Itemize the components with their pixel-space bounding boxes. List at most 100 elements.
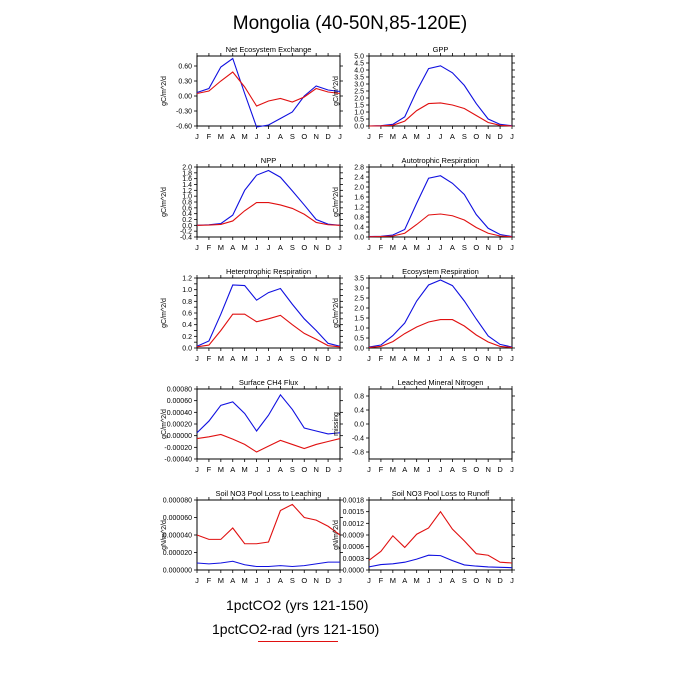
x-tick-label: A bbox=[230, 576, 235, 585]
series-line-red bbox=[368, 510, 513, 564]
x-tick-label: N bbox=[313, 465, 318, 474]
series-line-blue bbox=[368, 65, 513, 127]
x-tick-label: N bbox=[485, 354, 490, 363]
panel-title: Surface CH4 Flux bbox=[239, 378, 298, 387]
series-line-red bbox=[196, 433, 341, 453]
x-tick-label: J bbox=[255, 132, 259, 141]
y-tick-label: 5.0 bbox=[354, 54, 364, 61]
panel-title: Heterotrophic Respiration bbox=[226, 267, 311, 276]
panel-title: Ecosystem Respiration bbox=[402, 267, 479, 276]
x-tick-label: J bbox=[439, 576, 443, 585]
x-tick-label: M bbox=[390, 354, 396, 363]
y-tick-label: 2.0 bbox=[354, 185, 364, 192]
x-tick-label: M bbox=[218, 576, 224, 585]
y-axis-label: gN/m^2/d bbox=[161, 520, 168, 550]
x-tick-label: J bbox=[195, 576, 199, 585]
panel-title: GPP bbox=[433, 45, 449, 54]
x-tick-label: F bbox=[379, 243, 384, 252]
y-tick-label: 2.5 bbox=[354, 296, 364, 303]
y-tick-label: -0.2 bbox=[180, 229, 192, 236]
x-tick-label: O bbox=[301, 576, 307, 585]
y-tick-label: 0.0 bbox=[182, 346, 192, 353]
x-tick-label: M bbox=[414, 465, 420, 474]
series-line-red bbox=[196, 71, 341, 107]
x-tick-label: J bbox=[439, 354, 443, 363]
x-tick-label: M bbox=[390, 132, 396, 141]
x-tick-label: M bbox=[218, 132, 224, 141]
y-tick-label: 2.5 bbox=[354, 89, 364, 96]
plot-frame bbox=[368, 388, 513, 460]
y-tick-label: 0.000040 bbox=[163, 533, 192, 540]
x-tick-label: A bbox=[450, 465, 455, 474]
x-tick-label: M bbox=[218, 243, 224, 252]
legend-entry-1pctco2: 1pctCO2 (yrs 121-150) bbox=[226, 597, 368, 613]
y-tick-label: 0.8 bbox=[354, 215, 364, 222]
y-tick-label: 1.2 bbox=[182, 188, 192, 195]
x-tick-label: N bbox=[313, 243, 318, 252]
y-tick-label: -0.60 bbox=[176, 124, 192, 131]
x-tick-label: M bbox=[218, 465, 224, 474]
y-tick-label: 0.0 bbox=[354, 124, 364, 131]
x-tick-label: S bbox=[290, 465, 295, 474]
x-tick-label: A bbox=[402, 576, 407, 585]
y-tick-label: 1.6 bbox=[354, 195, 364, 202]
x-tick-label: J bbox=[367, 465, 371, 474]
x-tick-label: S bbox=[462, 132, 467, 141]
y-tick-label: 4.0 bbox=[354, 68, 364, 75]
series-line-red bbox=[196, 202, 341, 226]
y-tick-label: 0.0018 bbox=[343, 498, 365, 505]
y-tick-label: 0.00040 bbox=[167, 410, 192, 417]
x-tick-label: D bbox=[497, 132, 503, 141]
x-tick-label: J bbox=[338, 354, 342, 363]
y-tick-label: -0.30 bbox=[176, 109, 192, 116]
series-line-blue bbox=[196, 284, 341, 347]
x-tick-label: S bbox=[290, 576, 295, 585]
panel-title: NPP bbox=[261, 156, 276, 165]
legend-label: 1pctCO2-rad (yrs 121-150) bbox=[212, 621, 380, 637]
y-tick-label: 0.4 bbox=[354, 225, 364, 232]
y-axis-label: gC/m^2/d bbox=[161, 409, 168, 439]
y-tick-label: 0.0003 bbox=[343, 556, 365, 563]
y-tick-label: 2.8 bbox=[354, 165, 364, 172]
panel-title: Soil NO3 Pool Loss to Runoff bbox=[392, 489, 490, 498]
y-tick-label: 0.000020 bbox=[163, 550, 192, 557]
x-tick-label: M bbox=[414, 354, 420, 363]
x-tick-label: J bbox=[510, 576, 514, 585]
legend-entry-1pctco2-rad: 1pctCO2-rad (yrs 121-150) bbox=[212, 621, 379, 637]
y-axis-label: gC/m^2/d bbox=[333, 298, 340, 328]
panel-title: Net Ecosystem Exchange bbox=[226, 45, 312, 54]
x-tick-label: S bbox=[462, 354, 467, 363]
x-tick-label: D bbox=[325, 132, 331, 141]
x-tick-label: J bbox=[338, 132, 342, 141]
y-tick-label: 0.60 bbox=[178, 64, 192, 71]
x-tick-label: A bbox=[402, 132, 407, 141]
x-tick-label: F bbox=[207, 243, 212, 252]
x-tick-label: O bbox=[301, 132, 307, 141]
series-line-blue bbox=[196, 169, 341, 226]
x-tick-label: S bbox=[462, 243, 467, 252]
x-tick-label: D bbox=[325, 354, 331, 363]
y-tick-label: 0.0015 bbox=[343, 509, 365, 516]
y-tick-label: -0.4 bbox=[352, 436, 364, 443]
x-tick-label: M bbox=[414, 243, 420, 252]
y-tick-label: 3.5 bbox=[354, 276, 364, 283]
x-tick-label: O bbox=[473, 354, 479, 363]
y-tick-label: 1.2 bbox=[182, 276, 192, 283]
x-tick-label: J bbox=[195, 243, 199, 252]
x-tick-label: D bbox=[497, 576, 503, 585]
x-tick-label: A bbox=[230, 465, 235, 474]
x-tick-label: M bbox=[242, 132, 248, 141]
x-tick-label: A bbox=[402, 243, 407, 252]
x-tick-label: N bbox=[485, 132, 490, 141]
y-tick-label: 2.0 bbox=[354, 306, 364, 313]
y-tick-label: 0.0 bbox=[182, 223, 192, 230]
y-tick-label: 3.5 bbox=[354, 75, 364, 82]
x-tick-label: O bbox=[473, 465, 479, 474]
y-tick-label: 1.6 bbox=[182, 176, 192, 183]
x-tick-label: J bbox=[255, 465, 259, 474]
figure-title: Mongolia (40-50N,85-120E) bbox=[233, 13, 467, 34]
panel-title: Autotrophic Respiration bbox=[402, 156, 480, 165]
x-tick-label: M bbox=[242, 354, 248, 363]
y-tick-label: 0.6 bbox=[182, 311, 192, 318]
x-tick-label: A bbox=[278, 576, 283, 585]
